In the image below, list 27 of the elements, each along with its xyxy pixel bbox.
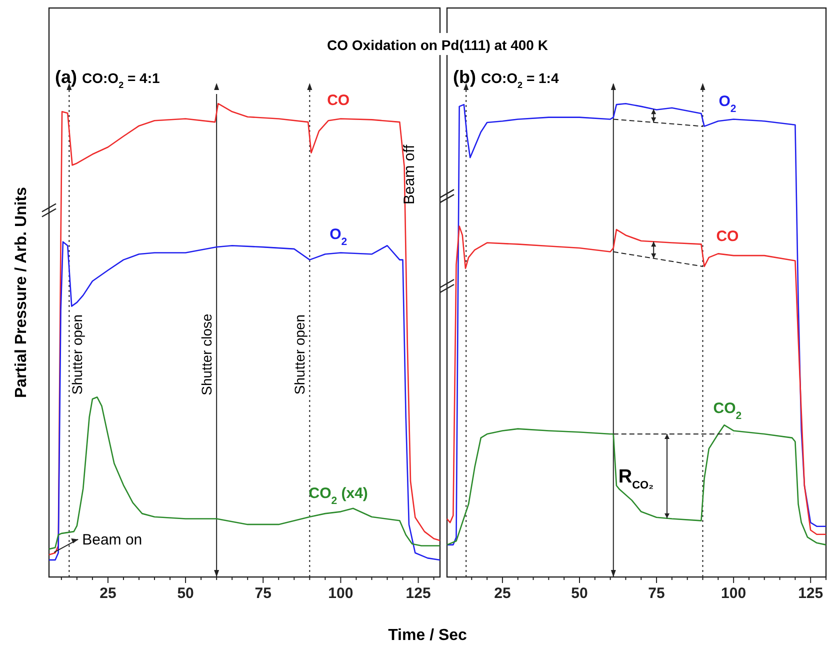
x-tick-label: 125 xyxy=(798,585,824,602)
y-axis-title: Partial Pressure / Arb. Units xyxy=(13,186,30,398)
annotation: Beam on xyxy=(82,531,142,548)
x-tick-label: 50 xyxy=(571,585,588,602)
series-label: O$_{2}$ xyxy=(330,226,348,248)
chart-title: CO Oxidation on Pd(111) at 400 K xyxy=(327,37,548,53)
chart-subtitle: (b) CO:O$_{2}$ = 1:4 xyxy=(453,67,559,90)
series-label: O$_{2}$ xyxy=(718,92,736,115)
chart-subtitle: (a) CO:O$_{2}$ = 4:1 xyxy=(55,67,160,90)
x-tick-label: 100 xyxy=(328,585,354,602)
x-tick-label: 25 xyxy=(494,585,511,602)
annotation: R$_{CO₂}$ xyxy=(618,466,654,492)
ref-line-label: Shutter close xyxy=(198,313,215,396)
x-tick-label: 75 xyxy=(648,585,665,602)
annotation: Beam off xyxy=(401,144,418,204)
x-tick-label: 125 xyxy=(406,585,431,602)
series-label: CO xyxy=(716,228,740,245)
series-label: CO xyxy=(327,92,350,110)
x-axis-title: Time / Sec xyxy=(388,627,468,644)
series-label: CO$_{2}$ (x4) xyxy=(308,484,368,507)
ref-line-label: Shutter open xyxy=(292,314,308,395)
x-tick-label: 25 xyxy=(100,585,116,602)
x-tick-label: 100 xyxy=(721,585,746,602)
series-label: CO$_{2}$ xyxy=(713,400,742,422)
x-tick-label: 75 xyxy=(254,585,272,602)
ref-line-label: Shutter open xyxy=(69,314,86,395)
x-tick-label: 50 xyxy=(177,585,194,602)
